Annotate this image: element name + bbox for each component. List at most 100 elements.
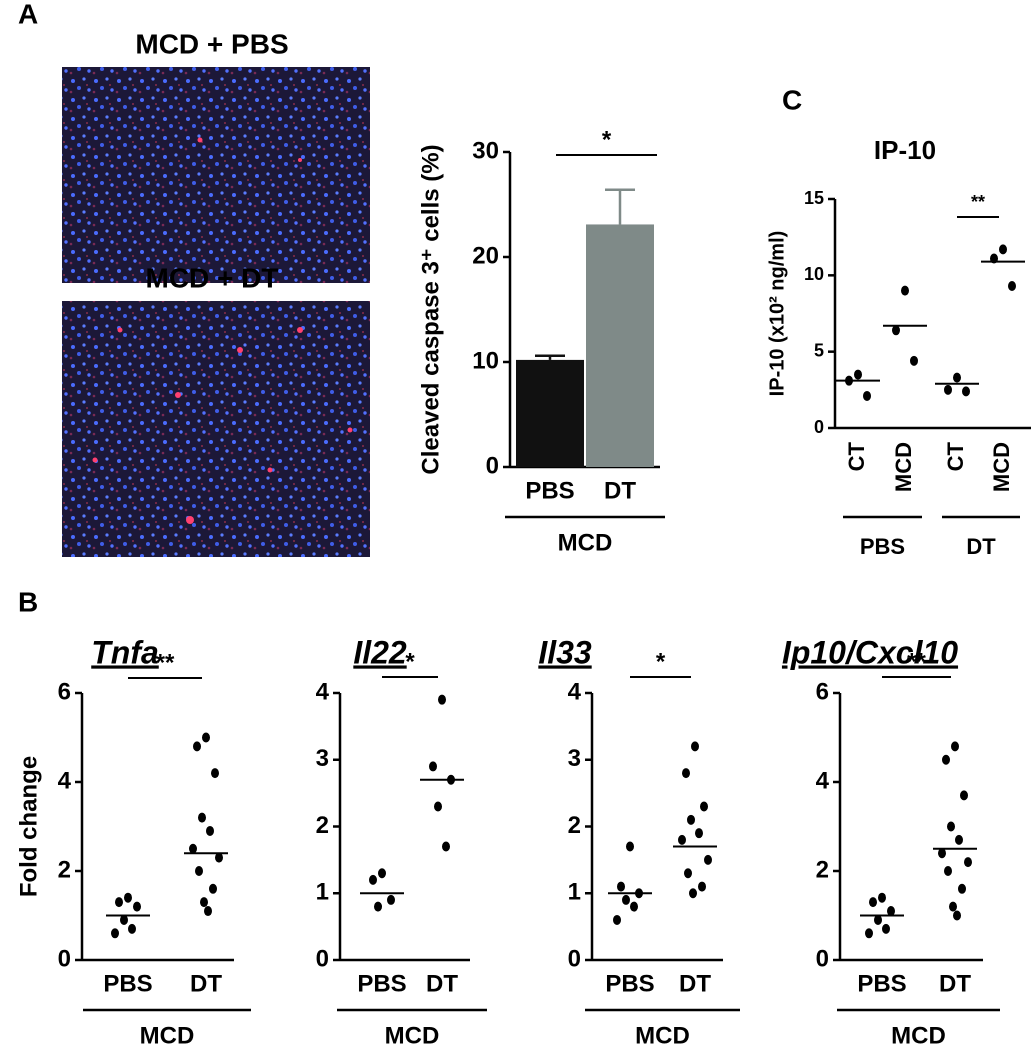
y-tick-label: 10 (804, 264, 824, 284)
y-tick-label: 3 (568, 745, 581, 772)
data-point (202, 732, 210, 743)
chart-title: Ip10/Cxcl10 (782, 634, 958, 670)
data-point (942, 754, 950, 765)
x-tick-label: DT (190, 970, 222, 997)
y-axis-label: IP-10 (x10² ng/ml) (766, 231, 788, 397)
data-point (874, 914, 882, 925)
image-title: MCD + DT (146, 262, 279, 293)
y-tick-label: 10 (472, 347, 499, 374)
x-tick-label: PBS (525, 477, 574, 504)
x-tick-label: MCD (989, 442, 1014, 492)
data-point (689, 888, 697, 899)
data-point (698, 881, 706, 892)
significance-label: * (602, 126, 612, 153)
data-point (630, 901, 638, 912)
data-point (682, 768, 690, 779)
y-tick-label: 4 (816, 767, 830, 794)
data-point (947, 821, 955, 832)
group-label: MCD (891, 1022, 946, 1049)
y-tick-label: 2 (568, 812, 581, 839)
data-point (700, 801, 708, 812)
chart-title: Il22 (353, 634, 407, 670)
y-tick-label: 0 (58, 945, 71, 972)
y-tick-label: 2 (816, 856, 829, 883)
data-point (111, 928, 119, 939)
data-point (120, 914, 128, 925)
x-tick-label: PBS (357, 970, 406, 997)
y-tick-label: 0 (814, 417, 824, 437)
data-point (434, 801, 442, 812)
data-point (211, 768, 219, 779)
y-tick-label: 1 (568, 879, 581, 906)
data-point (189, 843, 197, 854)
y-tick-label: 2 (58, 856, 71, 883)
data-point (374, 901, 382, 912)
y-tick-label: 0 (568, 945, 581, 972)
data-point (617, 881, 625, 892)
y-tick-label: 30 (472, 137, 499, 164)
data-point (195, 866, 203, 876)
data-point (854, 369, 862, 380)
data-point (378, 868, 386, 879)
data-point (204, 906, 212, 917)
group-label: MCD (635, 1022, 690, 1049)
x-tick-label: PBS (103, 970, 152, 997)
y-axis-label: Cleaved caspase 3⁺ cells (%) (417, 144, 444, 474)
data-point (953, 910, 961, 921)
y-tick-label: 4 (316, 678, 330, 705)
data-point (695, 828, 703, 839)
y-tick-label: 4 (58, 767, 72, 794)
data-point (892, 325, 900, 336)
x-tick-label: DT (679, 970, 711, 997)
x-tick-label: CT (844, 441, 869, 471)
data-point (944, 384, 952, 395)
micrograph (62, 67, 370, 283)
data-point (198, 812, 206, 823)
data-point (958, 883, 966, 894)
data-point (910, 355, 918, 366)
data-point (115, 897, 123, 908)
data-point (687, 814, 695, 825)
data-point (704, 854, 712, 865)
y-tick-label: 6 (58, 678, 71, 705)
data-point (622, 894, 630, 905)
data-point (438, 694, 446, 705)
data-point (369, 874, 377, 885)
data-point (209, 883, 217, 894)
data-point (964, 857, 972, 868)
significance-label: ** (156, 649, 175, 676)
y-tick-label: 0 (316, 945, 329, 972)
group-label: PBS (860, 534, 905, 559)
data-point (962, 386, 970, 397)
x-tick-label: CT (943, 441, 968, 471)
data-point (215, 852, 223, 863)
y-tick-label: 1 (316, 879, 329, 906)
x-tick-label: DT (426, 970, 458, 997)
micrograph (62, 301, 370, 557)
image-title: MCD + PBS (135, 28, 288, 59)
chart-title: Il33 (538, 634, 592, 670)
data-point (387, 894, 395, 905)
data-point (128, 923, 136, 934)
group-label: MCD (558, 529, 613, 556)
y-tick-label: 15 (804, 188, 824, 208)
data-point (999, 244, 1007, 255)
data-point (133, 901, 141, 912)
y-tick-label: 0 (816, 945, 829, 972)
data-point (193, 741, 201, 752)
data-point (960, 790, 968, 801)
chart-title: IP-10 (874, 135, 936, 165)
data-point (955, 834, 963, 845)
y-tick-label: 5 (814, 340, 824, 360)
data-point (442, 841, 450, 852)
data-point (613, 914, 621, 925)
data-point (1008, 281, 1016, 292)
y-tick-label: 6 (816, 678, 829, 705)
data-point (863, 390, 871, 401)
significance-label: ** (907, 648, 926, 675)
data-point (882, 923, 890, 934)
data-point (124, 892, 132, 903)
panel-label: A (18, 0, 38, 29)
